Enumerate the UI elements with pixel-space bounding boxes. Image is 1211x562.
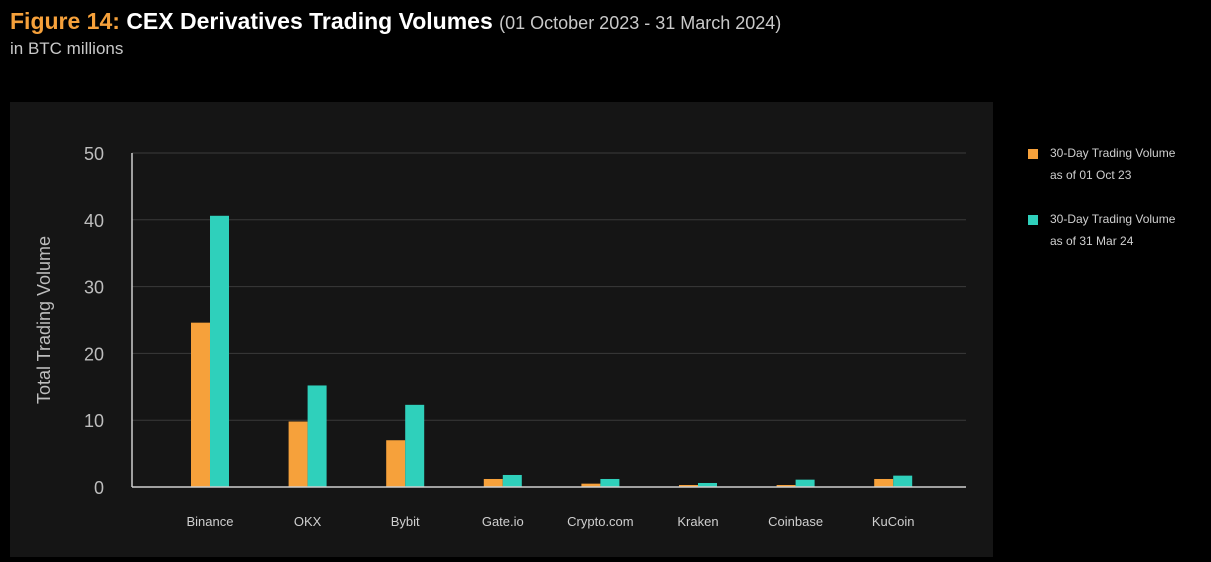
bar-oct-2023 <box>874 478 894 487</box>
figure-label: Figure 14: <box>10 8 120 34</box>
bar-mar-2024 <box>502 474 522 487</box>
x-tick-label: Binance <box>187 514 234 529</box>
bars <box>191 215 913 487</box>
legend-swatch-orange <box>1028 149 1038 159</box>
y-axis-title: Total Trading Volume <box>34 236 54 404</box>
chart-panel: 0 10 20 30 40 50 Total Trading Volume Binance OK… <box>10 102 993 557</box>
x-tick-label: Kraken <box>677 514 718 529</box>
bar-mar-2024 <box>600 478 620 487</box>
chart-subtitle: in BTC millions <box>10 39 124 58</box>
x-tick-label: KuCoin <box>872 514 915 529</box>
legend-label-line2: as of 01 Oct 23 <box>1050 168 1132 182</box>
date-range: (01 October 2023 - 31 March 2024) <box>499 13 782 33</box>
y-tick-label: 30 <box>84 278 104 298</box>
bar-oct-2023 <box>288 421 308 487</box>
y-tick-label: 0 <box>94 478 104 498</box>
legend-item-oct: 30-Day Trading Volume as of 01 Oct 23 <box>1028 142 1208 186</box>
bar-oct-2023 <box>386 440 406 487</box>
bar-oct-2023 <box>483 478 503 487</box>
bar-chart: 0 10 20 30 40 50 Total Trading Volume Binance OK… <box>34 144 966 529</box>
x-tick-label: OKX <box>294 514 322 529</box>
y-tick-label: 50 <box>84 144 104 164</box>
chart-header: Figure 14: CEX Derivatives Trading Volum… <box>10 6 781 60</box>
bar-mar-2024 <box>795 479 815 487</box>
x-tick-label: Gate.io <box>482 514 524 529</box>
y-tick-label: 40 <box>84 211 104 231</box>
axes <box>131 153 966 488</box>
legend-label-line1: 30-Day Trading Volume <box>1050 146 1176 160</box>
x-tick-label: Bybit <box>391 514 420 529</box>
chart-title: CEX Derivatives Trading Volumes <box>126 8 493 34</box>
bar-mar-2024 <box>698 482 717 487</box>
bar-mar-2024 <box>405 404 425 487</box>
y-tick-label: 10 <box>84 411 104 431</box>
bar-mar-2024 <box>893 475 913 487</box>
legend-label-line1: 30-Day Trading Volume <box>1050 212 1176 226</box>
bar-oct-2023 <box>776 484 796 487</box>
legend: 30-Day Trading Volume as of 01 Oct 23 30… <box>1028 142 1208 274</box>
bar-oct-2023 <box>191 322 210 487</box>
bar-mar-2024 <box>307 385 327 487</box>
tick-labels: 0 10 20 30 40 50 Total Trading Volume Binance OK… <box>34 144 915 529</box>
legend-swatch-teal <box>1028 215 1038 225</box>
y-tick-label: 20 <box>84 344 104 364</box>
bar-mar-2024 <box>210 215 229 487</box>
x-tick-label: Crypto.com <box>567 514 633 529</box>
legend-item-mar: 30-Day Trading Volume as of 31 Mar 24 <box>1028 208 1208 252</box>
gridlines <box>132 152 966 421</box>
legend-label-line2: as of 31 Mar 24 <box>1050 234 1134 248</box>
bar-oct-2023 <box>581 483 601 487</box>
bar-oct-2023 <box>679 484 698 487</box>
title-line: Figure 14: CEX Derivatives Trading Volum… <box>10 6 781 38</box>
x-tick-label: Coinbase <box>768 514 823 529</box>
